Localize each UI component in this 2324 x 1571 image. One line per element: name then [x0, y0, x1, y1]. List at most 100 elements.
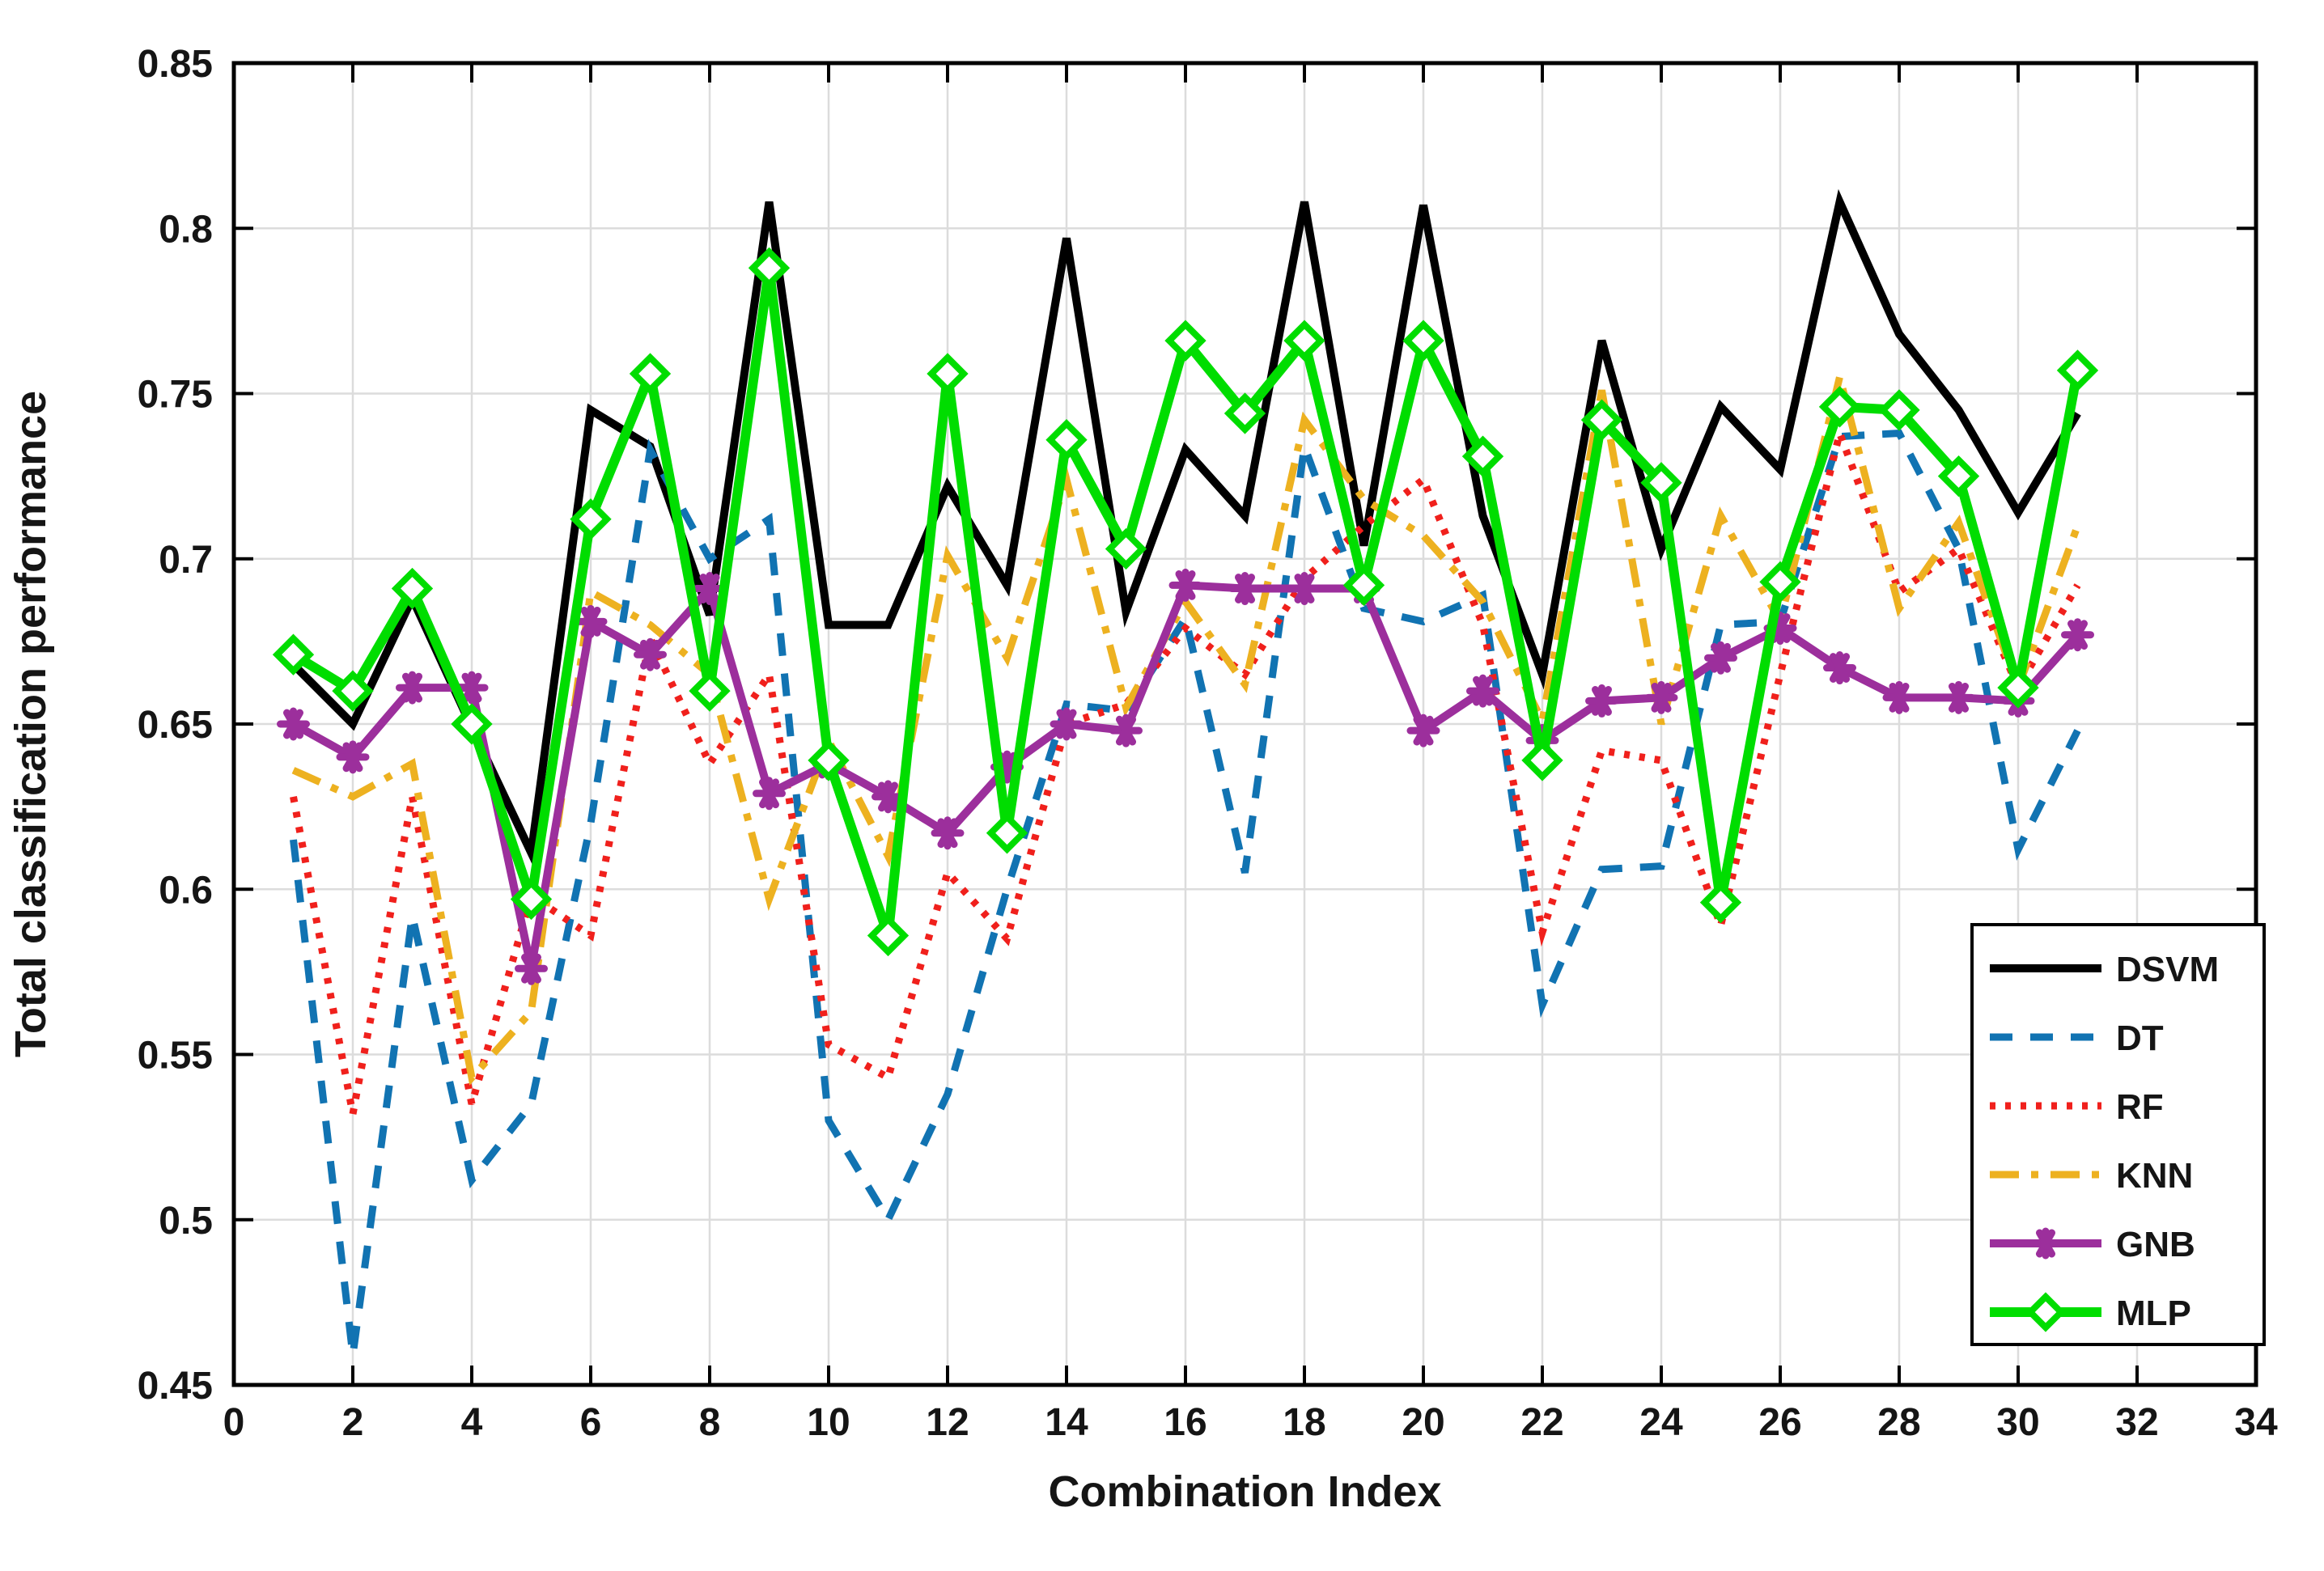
x-tick-label-20: 20	[1402, 1401, 1444, 1444]
marker-diamond-MLP-11	[867, 914, 910, 957]
x-tick-label-10: 10	[807, 1401, 850, 1444]
marker-diamond-MLP-2	[332, 670, 374, 712]
marker-diamond-MLP-12	[927, 353, 969, 395]
marker-asterisk-GNB-20	[1406, 714, 1440, 747]
x-tick-label-24: 24	[1639, 1401, 1683, 1444]
x-tick-label-0: 0	[223, 1401, 245, 1444]
marker-diamond-MLP-7	[629, 353, 672, 395]
x-tick-label-2: 2	[342, 1401, 364, 1444]
marker-asterisk-GNB-2	[336, 740, 370, 774]
series-DSVM	[290, 188, 2081, 867]
y-tick-label-0_85: 0.85	[138, 43, 213, 86]
marker-diamond-MLP-16	[1164, 320, 1207, 362]
marker-diamond-MLP-17	[1223, 392, 1266, 434]
axis-ticks	[232, 61, 2258, 1387]
marker-asterisk-GNB-23	[1585, 684, 1618, 718]
marker-asterisk-GNB-27	[1823, 651, 1856, 685]
marker-asterisk-GNB-29	[1942, 680, 1975, 714]
legend-marker-diamond	[2025, 1292, 2066, 1332]
marker-diamond-MLP-1	[272, 633, 315, 675]
marker-asterisk-GNB-21	[1466, 674, 1499, 708]
x-tick-label-16: 16	[1164, 1401, 1207, 1444]
x-tick-label-8: 8	[699, 1401, 721, 1444]
y-tick-label-0_55: 0.55	[138, 1035, 213, 1078]
legend-entry-DSVM: DSVM	[1990, 950, 2219, 989]
tick-labels: 0 2 4 6 8 10 12 14 16 18 20 22 24 26 28 30 32 340.450.50.…	[138, 43, 2278, 1444]
x-tick-label-28: 28	[1877, 1401, 1920, 1444]
marker-diamond-MLP-14	[1045, 419, 1088, 461]
series-GNB	[277, 568, 2094, 985]
marker-asterisk-GNB-9	[753, 777, 786, 811]
marker-diamond-MLP-8	[689, 670, 731, 712]
marker-diamond-MLP-19	[1342, 564, 1385, 607]
marker-diamond-MLP-10	[808, 739, 850, 781]
marker-diamond-MLP-23	[1580, 399, 1623, 441]
x-tick-label-14: 14	[1045, 1401, 1088, 1444]
y-tick-label-0_75: 0.75	[138, 374, 213, 417]
marker-asterisk-GNB-7	[634, 637, 667, 671]
x-tick-label-26: 26	[1758, 1401, 1801, 1444]
legend-entry-GNB: GNB	[1990, 1225, 2195, 1264]
marker-asterisk-GNB-3	[396, 671, 429, 705]
marker-asterisk-GNB-1	[277, 707, 310, 741]
series-line-RF	[290, 421, 2081, 1115]
marker-asterisk-GNB-16	[1168, 568, 1202, 602]
marker-asterisk-GNB-12	[931, 816, 965, 850]
x-tick-label-22: 22	[1520, 1401, 1563, 1444]
marker-diamond-MLP-18	[1283, 320, 1325, 362]
x-tick-label-32: 32	[2115, 1401, 2158, 1444]
y-tick-label-0_6: 0.6	[159, 869, 213, 912]
legend-label-DSVM: DSVM	[2116, 950, 2219, 989]
x-axis-label: Combination Index	[1049, 1467, 1442, 1516]
marker-asterisk-GNB-8	[693, 572, 727, 606]
marker-diamond-MLP-27	[1818, 386, 1861, 428]
marker-diamond-MLP-31	[2056, 349, 2099, 392]
y-tick-label-0_7: 0.7	[159, 539, 213, 582]
legend-label-DT: DT	[2116, 1018, 2164, 1058]
marker-asterisk-GNB-6	[574, 604, 608, 638]
marker-asterisk-GNB-25	[1704, 641, 1737, 675]
x-tick-label-12: 12	[926, 1401, 969, 1444]
series-MLP	[272, 247, 2099, 957]
x-tick-label-6: 6	[580, 1401, 602, 1444]
marker-diamond-MLP-9	[748, 247, 791, 289]
legend-label-KNN: KNN	[2116, 1156, 2193, 1196]
x-tick-label-34: 34	[2234, 1401, 2278, 1444]
marker-asterisk-GNB-14	[1050, 707, 1084, 741]
y-tick-label-0_5: 0.5	[159, 1200, 213, 1243]
legend-label-RF: RF	[2116, 1087, 2164, 1127]
marker-diamond-MLP-21	[1461, 435, 1504, 477]
marker-diamond-MLP-29	[1937, 455, 1980, 498]
marker-asterisk-GNB-4	[455, 671, 489, 705]
legend-entry-RF: RF	[1990, 1087, 2164, 1127]
legend-entry-DT: DT	[1990, 1018, 2164, 1058]
marker-diamond-MLP-13	[986, 812, 1028, 854]
marker-diamond-MLP-20	[1402, 320, 1444, 362]
legend-label-MLP: MLP	[2116, 1294, 2191, 1333]
marker-diamond-MLP-4	[451, 703, 493, 745]
marker-diamond-MLP-3	[391, 567, 434, 610]
marker-diamond-MLP-30	[1997, 667, 2039, 709]
marker-diamond-MLP-5	[510, 878, 553, 921]
marker-diamond-MLP-6	[570, 498, 612, 540]
marker-asterisk-GNB-18	[1287, 572, 1321, 606]
marker-diamond-MLP-22	[1521, 739, 1563, 781]
marker-asterisk-GNB-11	[872, 780, 905, 814]
marker-asterisk-GNB-5	[515, 951, 548, 985]
marker-diamond-MLP-24	[1640, 462, 1682, 504]
marker-asterisk-GNB-28	[1882, 680, 1916, 714]
marker-asterisk-GNB-24	[1644, 680, 1678, 714]
legend-entry-KNN: KNN	[1990, 1156, 2193, 1196]
x-tick-label-4: 4	[461, 1401, 483, 1444]
marker-asterisk-GNB-15	[1109, 714, 1143, 747]
y-tick-label-0_65: 0.65	[138, 704, 213, 747]
y-tick-label-0_45: 0.45	[138, 1365, 213, 1408]
y-axis-label: Total classification performance	[6, 391, 55, 1057]
marker-diamond-MLP-15	[1105, 527, 1147, 570]
marker-diamond-MLP-25	[1699, 881, 1742, 924]
legend-entry-MLP: MLP	[1990, 1292, 2191, 1333]
marker-asterisk-GNB-17	[1228, 572, 1262, 606]
